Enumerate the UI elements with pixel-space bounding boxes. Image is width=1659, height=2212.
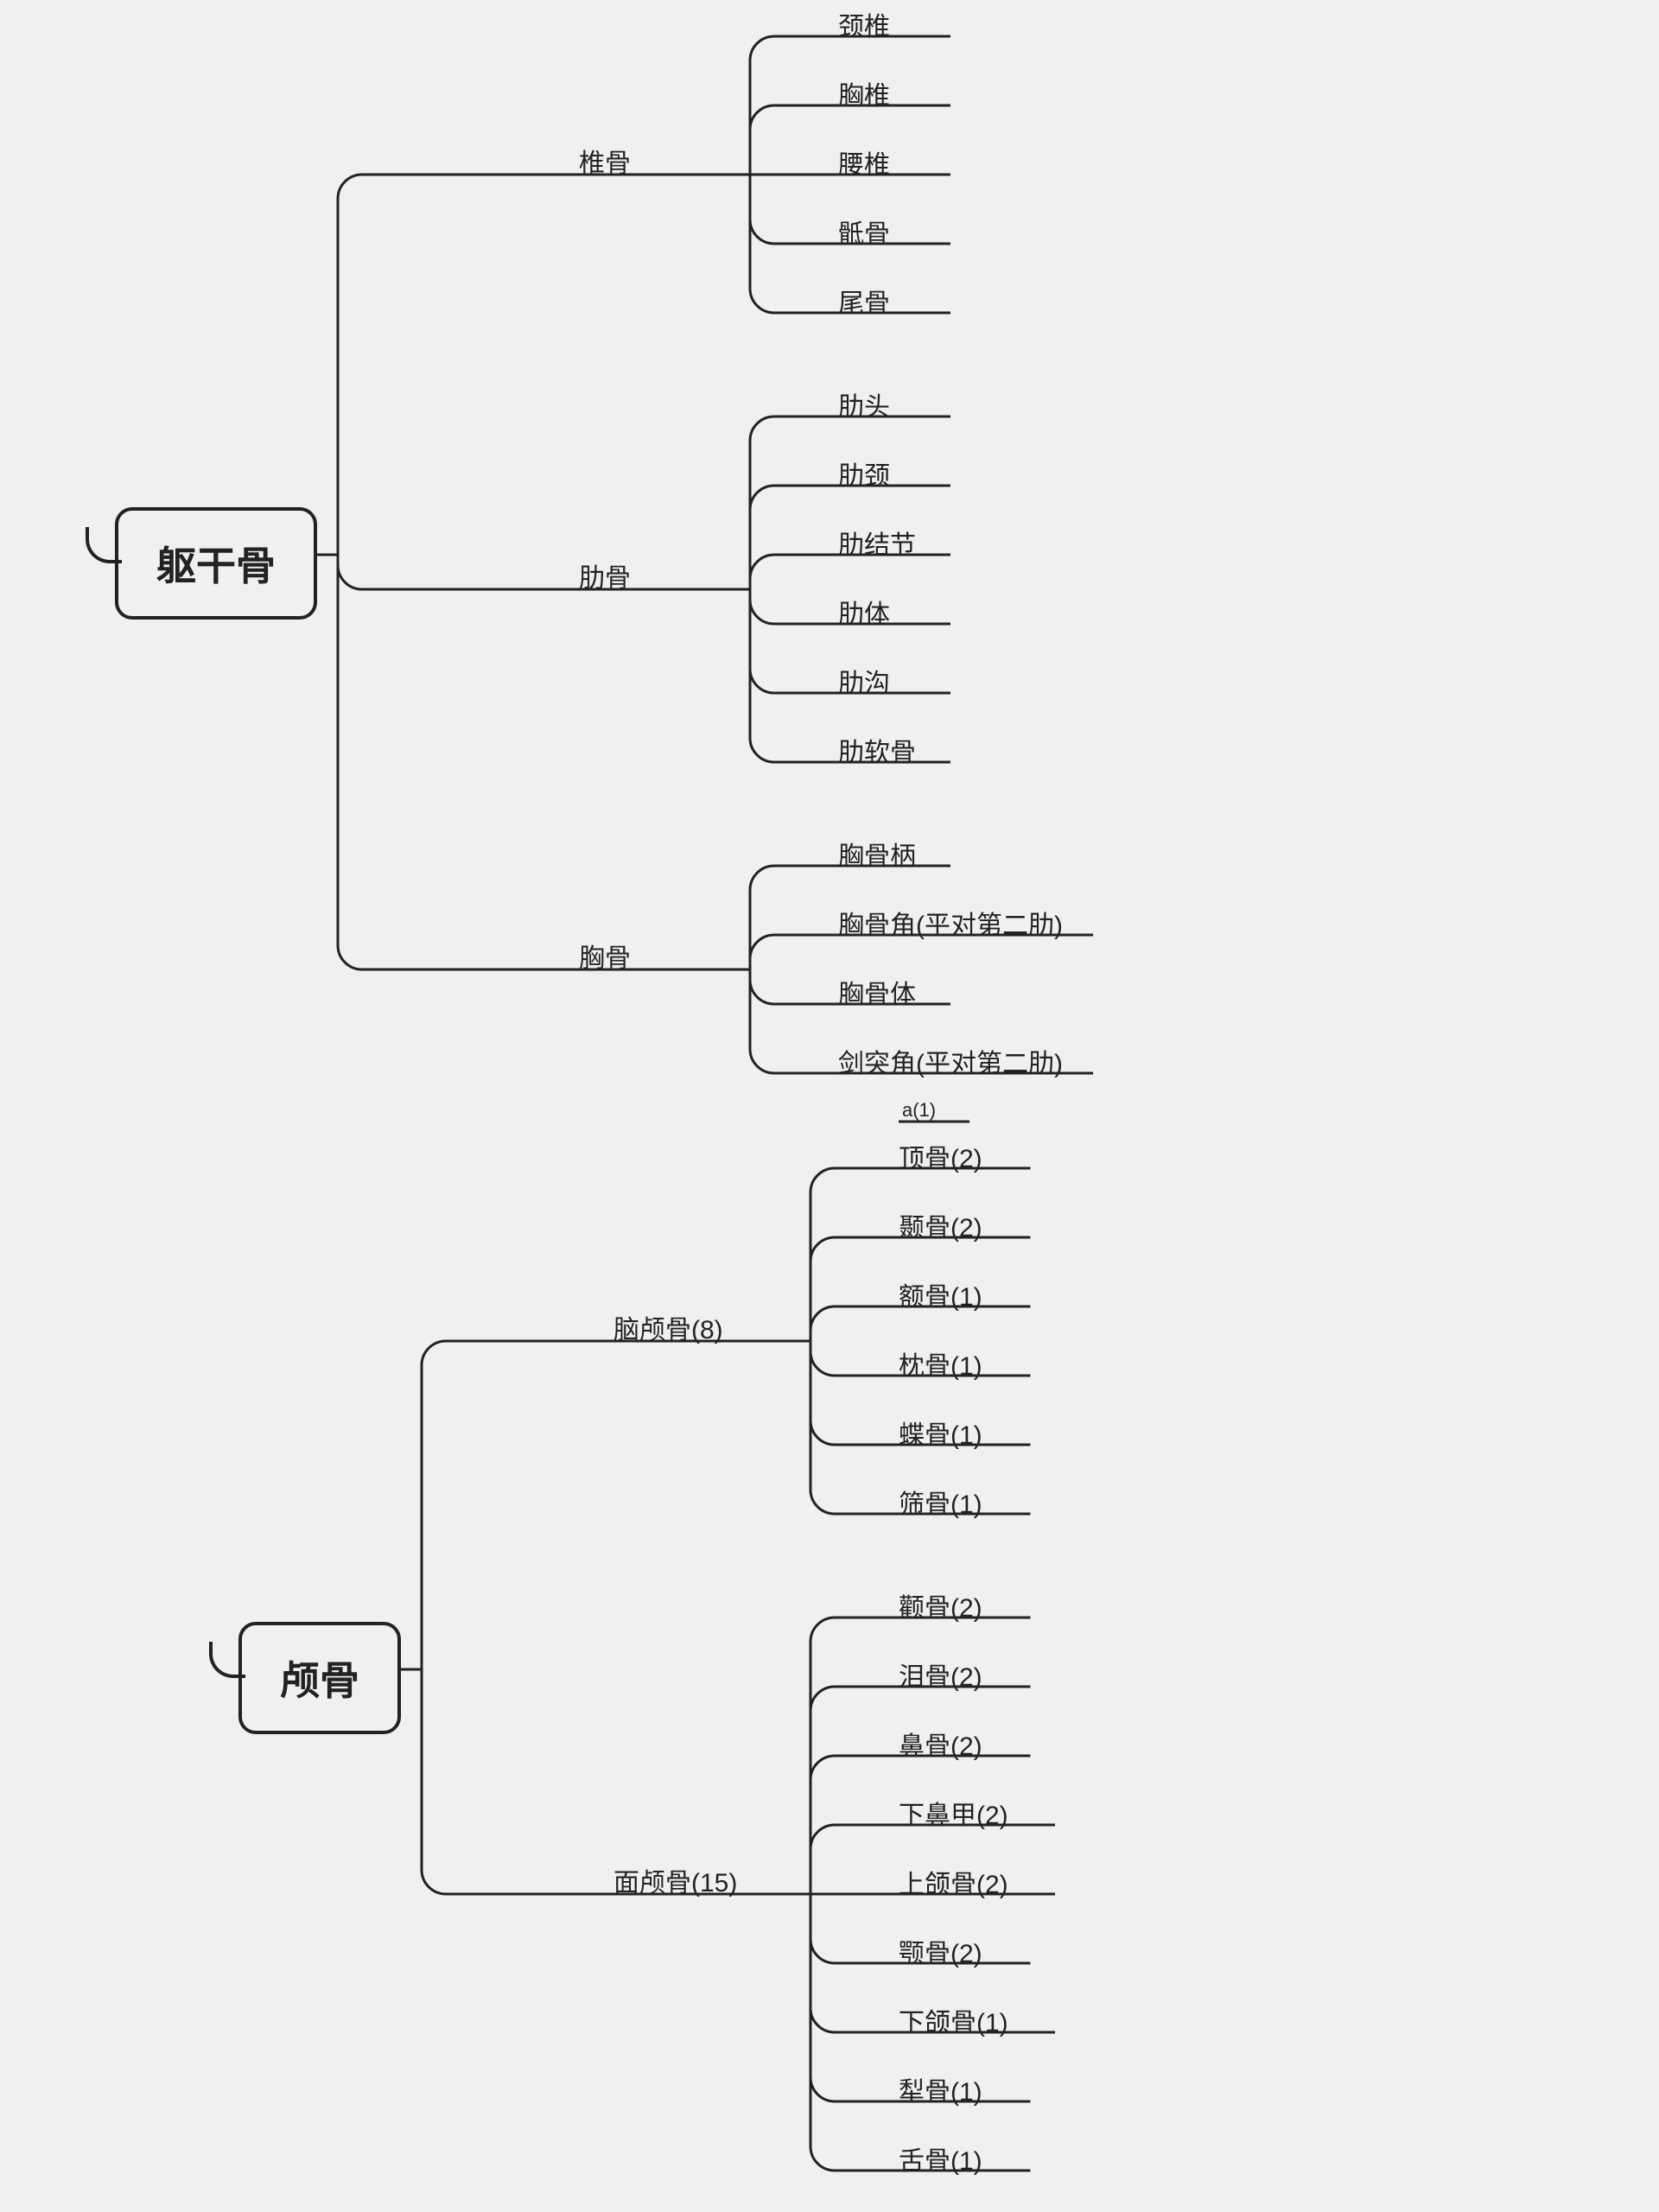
leaf-skull-1-1[interactable]: 泪骨(2) [899, 1656, 982, 1694]
leaf-trunk-1-2[interactable]: 肋结节 [838, 524, 916, 562]
leaf-skull-1-4[interactable]: 上颌骨(2) [899, 1863, 1008, 1901]
mid-skull-0[interactable]: 脑颅骨(8) [613, 1308, 723, 1346]
mindmap-canvas: 躯干骨 椎骨 颈椎胸椎腰椎骶骨尾骨肋骨 肋头肋颈肋结节肋体肋沟肋软骨胸骨 胸骨柄胸骨角(… [0, 0, 1659, 2212]
leaf-trunk-1-0[interactable]: 肋头 [838, 385, 890, 423]
leaf-skull-0-0[interactable]: 顶骨(2) [899, 1137, 982, 1175]
mid-trunk-2[interactable]: 胸骨 [579, 937, 631, 975]
leaf-skull-0-3[interactable]: 枕骨(1) [899, 1344, 982, 1382]
leaf-skull-0-2[interactable]: 额骨(1) [899, 1275, 982, 1313]
leaf-trunk-1-5[interactable]: 肋软骨 [838, 731, 916, 769]
leaf-trunk-2-3[interactable]: 剑突角(平对第二肋) [838, 1042, 1063, 1080]
leaf-trunk-0-4[interactable]: 尾骨 [838, 282, 890, 320]
leaf-trunk-2-1[interactable]: 胸骨角(平对第二肋) [838, 904, 1063, 942]
leaf-trunk-2-0[interactable]: 胸骨柄 [838, 835, 916, 873]
leaf-trunk-2-2[interactable]: 胸骨体 [838, 973, 916, 1011]
mid-skull-1[interactable]: 面颅骨(15) [613, 1861, 737, 1899]
leaf-skull-1-6[interactable]: 下颌骨(1) [899, 2001, 1008, 2039]
leaf-trunk-1-1[interactable]: 肋颈 [838, 454, 890, 493]
leaf-trunk-1-4[interactable]: 肋沟 [838, 662, 890, 700]
leaf-trunk-0-0[interactable]: 颈椎 [838, 5, 890, 43]
leaf-trunk-0-1[interactable]: 胸椎 [838, 74, 890, 112]
leaf-skull-1-5[interactable]: 颚骨(2) [899, 1932, 982, 1970]
leaf-skull-1-7[interactable]: 犁骨(1) [899, 2070, 982, 2108]
leaf-skull-0-5[interactable]: 筛骨(1) [899, 1483, 982, 1521]
leaf-trunk-0-3[interactable]: 骶骨 [838, 213, 890, 251]
mid-trunk-1[interactable]: 肋骨 [579, 556, 631, 594]
leaf-trunk-1-3[interactable]: 肋体 [838, 593, 890, 631]
leaf-skull-1-0[interactable]: 颧骨(2) [899, 1586, 982, 1624]
root-trunk[interactable]: 躯干骨 [115, 507, 317, 620]
leaf-skull-0-1[interactable]: 颞骨(2) [899, 1206, 982, 1244]
root-skull[interactable]: 颅骨 [238, 1622, 401, 1734]
leaf-skull-0-4[interactable]: 蝶骨(1) [899, 1414, 982, 1452]
mid-trunk-0[interactable]: 椎骨 [579, 142, 631, 180]
leaf-skull-1-2[interactable]: 鼻骨(2) [899, 1725, 982, 1763]
leaf-trunk-0-2[interactable]: 腰椎 [838, 143, 890, 181]
orphan-skull: а(1) [902, 1099, 936, 1122]
leaf-skull-1-8[interactable]: 舌骨(1) [899, 2139, 982, 2177]
leaf-skull-1-3[interactable]: 下鼻甲(2) [899, 1794, 1008, 1832]
